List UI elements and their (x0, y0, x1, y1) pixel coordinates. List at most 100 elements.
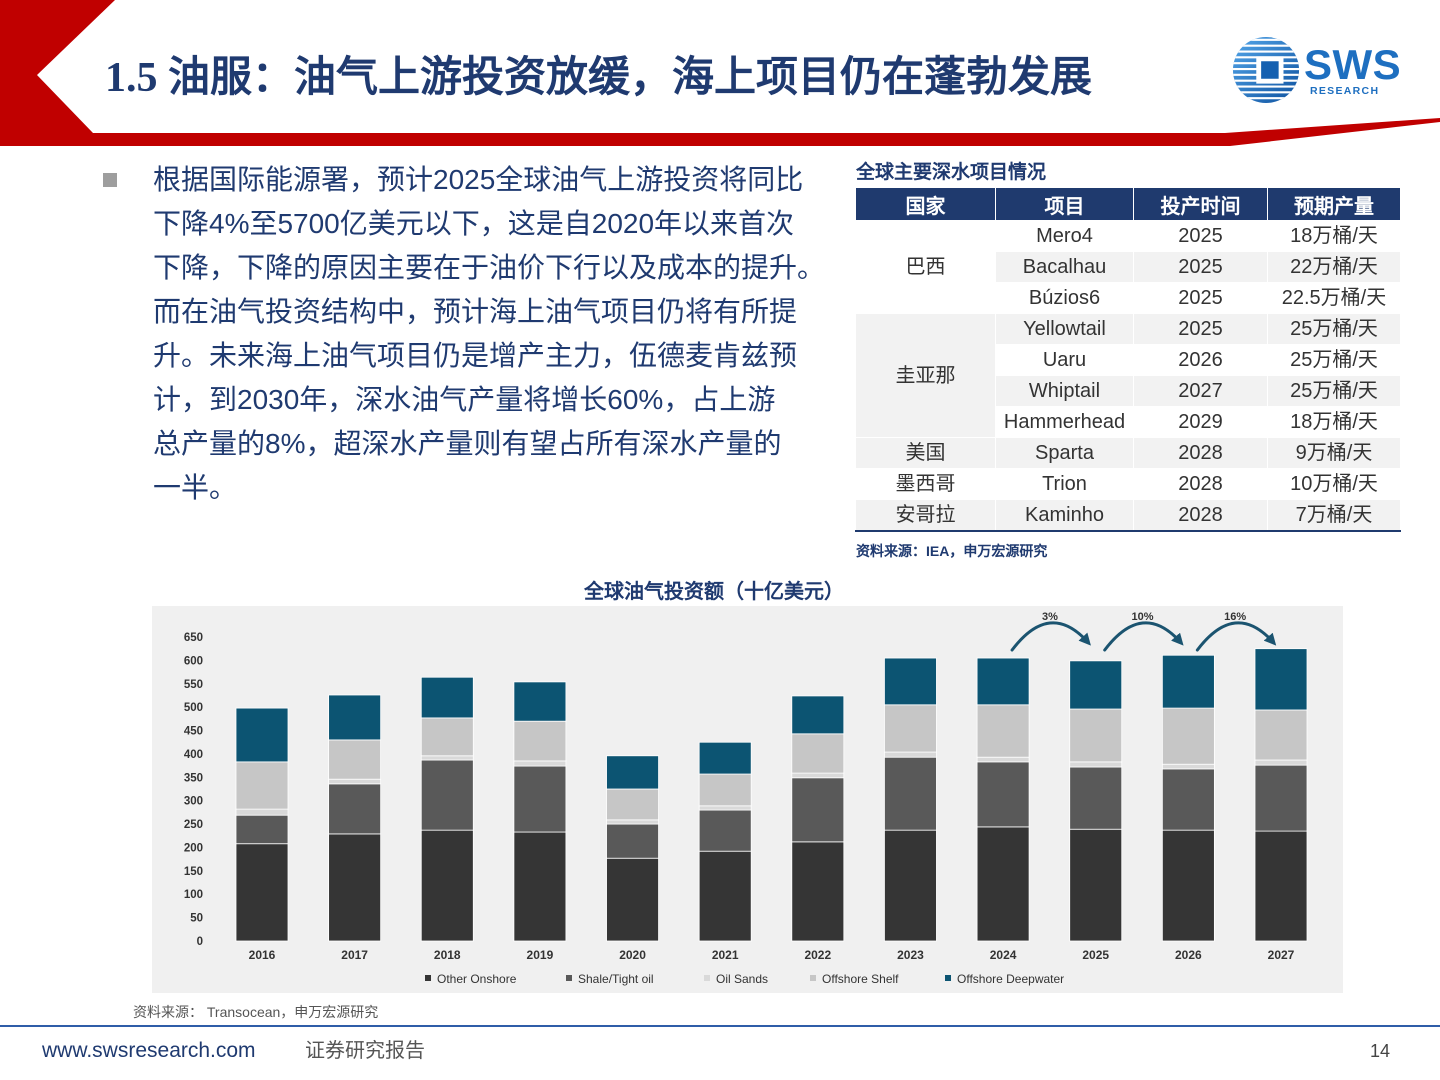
bar-segment-shale-tight-oil-2026 (1161, 768, 1215, 831)
project-cell: Mero4 (995, 220, 1134, 252)
column-header-start-year: 投产时间 (1133, 188, 1268, 221)
bar-segment-other-onshore-2017 (328, 833, 382, 942)
bar-segment-oil-sands-2022 (791, 772, 845, 779)
x-tick-label: 2016 (249, 948, 276, 962)
x-tick-label: 2024 (990, 948, 1017, 962)
table-row: 巴西 Mero4 2025 18万桶/天 (855, 220, 1401, 314)
year-cell: 2025 (1133, 251, 1268, 283)
bar-segment-oil-sands-2024 (976, 756, 1030, 763)
growth-arrow-icon (1103, 621, 1184, 652)
legend-label-offshore-shelf: Offshore Shelf (822, 972, 899, 986)
x-tick-label: 2018 (434, 948, 461, 962)
output-cell: 22万桶/天 (1267, 251, 1401, 283)
growth-arrow-icon (1010, 621, 1091, 652)
project-cell: Hammerhead (995, 406, 1134, 438)
investment-stacked-bar-chart: 0 50 100 150 200 250 300 350 400 450 500 550 600 650 2… (152, 606, 1343, 993)
bar-segment-shale-tight-oil-2027 (1254, 764, 1308, 832)
bar-segment-shale-tight-oil-2025 (1069, 766, 1123, 830)
deepwater-projects-table: 国家 项目 投产时间 预期产量 巴西 Mero4 2025 18万桶/天 Bac… (855, 188, 1401, 532)
bar-segment-shale-tight-oil-2023 (884, 756, 937, 831)
y-tick-label: 150 (184, 866, 203, 878)
bar-segment-offshore-deepwater-2020 (606, 755, 659, 790)
x-tick-label: 2027 (1268, 948, 1295, 962)
year-cell: 2025 (1133, 282, 1268, 314)
year-cell: 2028 (1133, 468, 1268, 500)
table-source-note: 资料来源：IEA，申万宏源研究 (856, 543, 1048, 559)
x-tick-label: 2017 (341, 948, 368, 962)
bar-segment-other-onshore-2018 (420, 829, 474, 942)
bar-segment-oil-sands-2019 (513, 760, 567, 767)
y-tick-label: 350 (184, 772, 203, 784)
legend-label-shale-tight-oil: Shale/Tight oil (578, 972, 654, 986)
bar-segment-offshore-deepwater-2017 (328, 694, 382, 741)
bar-segment-oil-sands-2018 (420, 755, 474, 761)
bar-segment-offshore-shelf-2020 (606, 788, 659, 821)
y-tick-label: 0 (197, 936, 203, 948)
growth-arrow-icon (1195, 621, 1277, 652)
bar-segment-offshore-deepwater-2024 (976, 657, 1030, 706)
growth-label: 16% (1224, 611, 1246, 623)
bar-segment-shale-tight-oil-2020 (606, 823, 659, 859)
bar-segment-oil-sands-2021 (698, 805, 752, 811)
paragraph-line: 升。未来海上油气项目仍是增产主力，伍德麦肯兹预 (153, 340, 798, 371)
bar-stack-2017 (328, 694, 382, 942)
x-tick-label: 2019 (527, 948, 554, 962)
bar-segment-offshore-deepwater-2026 (1161, 654, 1215, 709)
table-row: Hammerhead 2029 18万桶/天 (856, 406, 1401, 438)
bar-stack-2027 (1254, 648, 1308, 942)
legend-label-other-onshore: Other Onshore (437, 972, 517, 986)
bar-segment-oil-sands-2025 (1069, 761, 1123, 768)
table-row: 安哥拉 Kaminho 2028 7万桶/天 (855, 499, 1401, 532)
bar-segment-other-onshore-2021 (698, 850, 752, 942)
output-cell: 25万桶/天 (1267, 344, 1401, 376)
project-cell: Sparta (995, 437, 1134, 469)
bar-segment-shale-tight-oil-2017 (328, 783, 382, 835)
y-tick-label: 450 (184, 726, 203, 738)
country-cell: 巴西 (855, 220, 996, 314)
output-cell: 22.5万桶/天 (1267, 282, 1401, 314)
year-cell: 2026 (1133, 344, 1268, 376)
bar-segment-offshore-deepwater-2016 (235, 707, 289, 763)
table-row: 墨西哥 Trion 2028 10万桶/天 (855, 468, 1401, 500)
table-row: Uaru 2026 25万桶/天 (856, 344, 1401, 376)
bar-segment-offshore-deepwater-2025 (1069, 660, 1123, 710)
bar-segment-oil-sands-2016 (235, 808, 289, 816)
bar-segment-other-onshore-2025 (1069, 828, 1123, 942)
legend-marker-offshore-shelf (810, 975, 816, 981)
bar-segment-shale-tight-oil-2024 (976, 761, 1030, 828)
table-row: Bacalhau 2025 22万桶/天 (856, 251, 1401, 283)
paragraph-line: 而在油气投资结构中，预计海上油气项目仍将有所提 (153, 296, 798, 327)
bar-stack-2022 (791, 695, 845, 942)
bar-segment-other-onshore-2020 (606, 857, 659, 942)
year-cell: 2028 (1133, 437, 1268, 469)
legend-marker-oil-sands (704, 975, 710, 981)
table-header-row: 国家 项目 投产时间 预期产量 (855, 188, 1401, 221)
bar-stack-2023 (884, 657, 937, 942)
bar-segment-offshore-shelf-2027 (1254, 709, 1308, 761)
year-cell: 2027 (1133, 375, 1268, 407)
bar-segment-oil-sands-2026 (1161, 763, 1215, 770)
y-tick-label: 500 (184, 702, 203, 714)
growth-label: 10% (1132, 611, 1154, 623)
bar-segment-shale-tight-oil-2016 (235, 814, 289, 845)
column-header-country: 国家 (855, 188, 996, 221)
output-cell: 18万桶/天 (1267, 220, 1401, 252)
legend-label-oil-sands: Oil Sands (716, 972, 768, 986)
growth-label: 3% (1042, 611, 1058, 623)
x-tick-label: 2025 (1082, 948, 1109, 962)
bar-stack-2020 (606, 755, 659, 942)
bar-segment-offshore-shelf-2021 (698, 773, 752, 807)
bar-segment-offshore-deepwater-2027 (1254, 648, 1308, 711)
bar-segment-offshore-shelf-2019 (513, 720, 567, 762)
bar-stack-2018 (420, 676, 474, 942)
output-cell: 18万桶/天 (1267, 406, 1401, 438)
bar-segment-offshore-shelf-2024 (976, 704, 1030, 758)
year-cell: 2029 (1133, 406, 1268, 438)
column-header-project: 项目 (995, 188, 1134, 221)
bar-segment-other-onshore-2027 (1254, 830, 1308, 942)
globe-square-core (1261, 61, 1279, 79)
legend-marker-offshore-deepwater (945, 975, 951, 981)
country-cell: 圭亚那 (855, 313, 996, 438)
page-title: 1.5 油服：油气上游投资放缓，海上项目仍在蓬勃发展 (105, 55, 1093, 101)
body-paragraph: 根据国际能源署，预计2025全球油气上游投资将同比 下降4%至5700亿美元以下… (153, 158, 825, 510)
